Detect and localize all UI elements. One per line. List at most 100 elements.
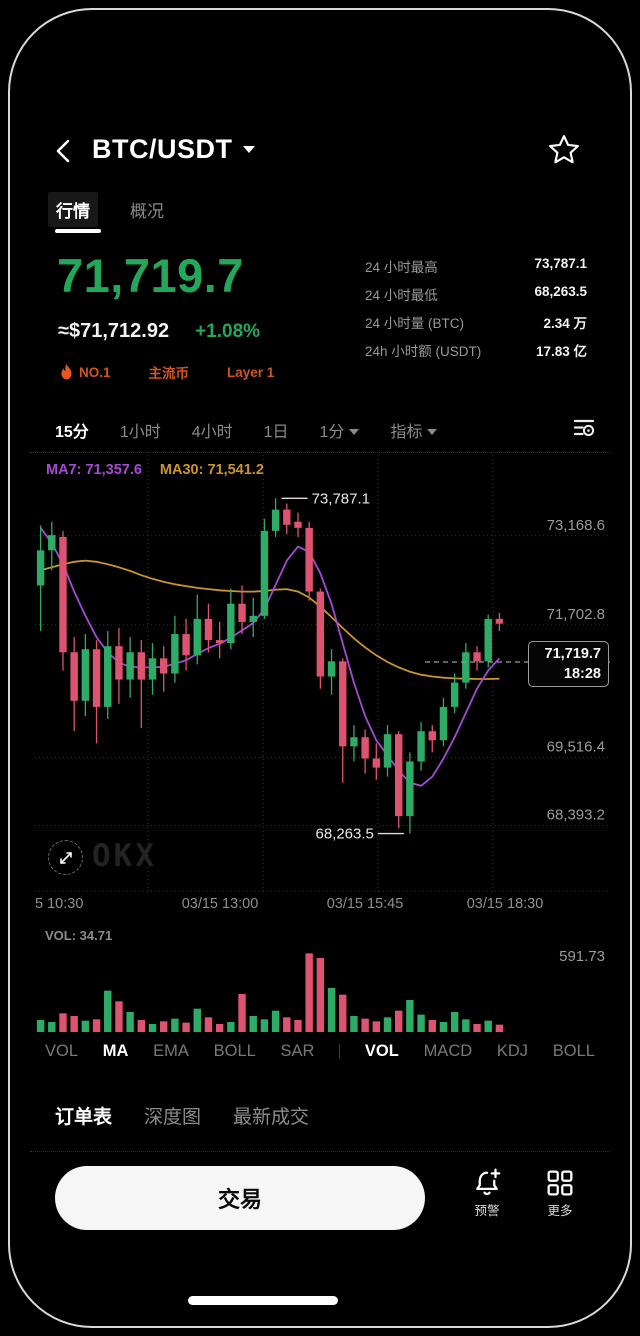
chevron-down-icon <box>427 429 438 435</box>
low-annotation: 68,263.5 <box>315 826 373 843</box>
grid-icon <box>547 1170 573 1196</box>
candle <box>339 661 347 747</box>
favorite-button[interactable] <box>548 134 580 166</box>
candle <box>372 758 381 768</box>
alert-button[interactable]: 预警 <box>463 1166 511 1219</box>
stats-panel: 24 小时最高 73,787.1 24 小时最低 68,263.5 24 小时量 (BT… <box>365 256 587 360</box>
back-button[interactable] <box>50 136 80 166</box>
x-axis-tick: 03/15 15:45 <box>326 896 404 912</box>
home-indicator <box>188 1296 338 1305</box>
indicator-tab-vol[interactable]: VOL <box>45 1042 79 1060</box>
rank-badge[interactable]: NO.1 <box>60 364 111 380</box>
candle <box>327 661 336 677</box>
alert-label: 预警 <box>474 1204 500 1218</box>
volume-bar <box>137 1020 146 1032</box>
candle <box>361 737 369 759</box>
order-tab-2[interactable]: 最新成交 <box>233 1107 310 1128</box>
stat-value: 2.34 万 <box>543 316 587 331</box>
volume-bar <box>182 1022 190 1032</box>
tab-overview[interactable]: 概况 <box>130 202 164 221</box>
indicator-menu[interactable]: 指标 <box>390 418 438 442</box>
volume-bar <box>48 1022 56 1032</box>
active-tab-underline <box>55 229 101 233</box>
category-badge[interactable]: 主流币 <box>148 366 190 381</box>
candle <box>182 634 190 656</box>
trade-button[interactable]: 交易 <box>55 1166 425 1230</box>
chevron-down-icon <box>242 146 255 153</box>
volume-bar <box>92 1019 101 1032</box>
candle <box>249 615 257 622</box>
timeframe-1d[interactable]: 1日 <box>263 424 289 441</box>
stat-label: 24 小时量 (BTC) <box>365 316 465 331</box>
candle <box>484 618 492 662</box>
timeframe-4h[interactable]: 4小时 <box>191 424 233 441</box>
candlestick-chart[interactable]: 73,168.6 71,702.8 69,516.4 68,393.2 73,787.1… <box>35 455 610 892</box>
timeframe-15m[interactable]: 15分 <box>55 424 89 441</box>
sub-indicator-tab-boll[interactable]: BOLL <box>552 1042 595 1060</box>
ma30-legend: MA30: 71,541.2 <box>159 462 264 478</box>
candle <box>70 652 78 701</box>
candle <box>439 706 448 741</box>
okx-watermark: OKX <box>92 838 157 874</box>
indicator-tab-sar[interactable]: SAR <box>280 1042 315 1060</box>
layer-badge[interactable]: Layer 1 <box>227 364 275 380</box>
indicator-tab-ma[interactable]: MA <box>102 1042 129 1060</box>
candle <box>350 737 358 747</box>
fullscreen-button[interactable] <box>48 840 83 875</box>
volume-bar <box>260 1019 269 1032</box>
timeframe-dropdown[interactable]: 1分 <box>320 418 360 442</box>
ma-legend: MA7: 71,357.6 MA30: 71,541.2 <box>46 462 264 478</box>
candle <box>227 603 235 644</box>
volume-bar <box>126 1012 134 1032</box>
volume-bar <box>104 990 112 1032</box>
volume-bar <box>372 1021 381 1032</box>
chart-settings-button[interactable] <box>573 418 595 442</box>
timeframe-1h[interactable]: 1小时 <box>119 424 161 441</box>
indicator-tab-boll[interactable]: BOLL <box>213 1042 256 1060</box>
bell-plus-icon <box>476 1168 501 1196</box>
candle <box>137 652 146 680</box>
volume-bar <box>305 953 313 1032</box>
volume-bar <box>439 1022 448 1032</box>
tab-quotes[interactable]: 行情 <box>48 192 98 227</box>
order-tab-0[interactable]: 订单表 <box>55 1107 113 1128</box>
candle <box>417 731 425 762</box>
volume-bar <box>70 1016 78 1032</box>
candle <box>126 652 134 680</box>
volume-bar <box>383 1017 392 1032</box>
volume-bar <box>316 958 325 1032</box>
star-icon <box>549 135 579 164</box>
sub-indicator-tab-vol[interactable]: VOL <box>364 1042 399 1060</box>
pair-selector[interactable]: BTC/USDT <box>92 134 255 165</box>
volume-bar <box>249 1016 257 1032</box>
candle <box>92 649 101 707</box>
candle <box>159 658 168 674</box>
order-tab-1[interactable]: 深度图 <box>144 1107 202 1128</box>
y-axis-tick: 69,516.4 <box>547 738 605 755</box>
volume-chart[interactable] <box>35 950 505 1033</box>
volume-bar <box>327 988 336 1032</box>
candle <box>260 530 269 616</box>
indicator-tab-ema[interactable]: EMA <box>153 1042 189 1060</box>
more-button[interactable]: 更多 <box>536 1166 584 1219</box>
volume-bar <box>361 1018 369 1032</box>
sub-indicator-tab-kdj[interactable]: KDJ <box>496 1042 529 1060</box>
y-axis-tick: 71,702.8 <box>547 606 605 623</box>
stat-label: 24h 小时额 (USDT) <box>365 344 482 359</box>
volume-current-label: VOL: 34.71 <box>45 928 113 943</box>
stat-value: 17.83 亿 <box>535 344 587 359</box>
volume-bar <box>115 1001 123 1032</box>
volume-bar <box>294 1020 302 1032</box>
volume-bar <box>59 1013 67 1032</box>
volume-bar <box>473 1024 481 1032</box>
candle <box>305 527 313 592</box>
divider <box>30 452 610 453</box>
candle <box>48 535 56 551</box>
fiat-price: ≈$71,712.92 <box>58 320 170 342</box>
sub-indicator-tab-macd[interactable]: MACD <box>423 1042 473 1060</box>
volume-bar <box>204 1017 213 1032</box>
volume-bar <box>417 1014 425 1032</box>
chevron-down-icon <box>349 429 360 435</box>
candle <box>215 640 224 644</box>
volume-bar <box>171 1018 179 1032</box>
